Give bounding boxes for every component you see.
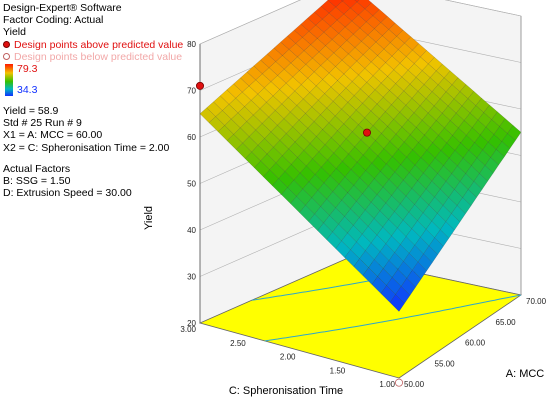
x-tick-label: 70.00 <box>526 297 547 306</box>
y-tick-label: 2.00 <box>280 353 296 362</box>
point-x1: X1 = A: MCC = 60.00 <box>3 129 103 142</box>
tick-labels: 20 30 40 50 60 70 80 50.00 55.00 60.00 65.00 70.00 1… <box>180 40 546 389</box>
point-x2: X2 = C: Spheronisation Time = 2.00 <box>3 141 170 154</box>
color-scale: 79.3 34.3 <box>5 62 203 96</box>
z-tick-label: 20 <box>187 319 196 328</box>
z-tick-label: 40 <box>187 226 196 235</box>
z-gridline <box>199 0 522 45</box>
x-tick-label: 50.00 <box>404 380 425 389</box>
z-tick-label: 30 <box>187 273 196 282</box>
design-point-3 <box>362 128 371 137</box>
x-tick-label: 65.00 <box>496 318 517 327</box>
z-tick-label: 50 <box>187 180 196 189</box>
legend-above: Design points above predicted value <box>3 39 203 51</box>
y-tick-label: 2.50 <box>230 339 246 348</box>
point-run: Std # 25 Run # 9 <box>3 117 82 130</box>
above-label: Design points above predicted value <box>14 38 184 51</box>
z-axis-title: Yield <box>143 206 155 230</box>
surface-cell <box>507 125 522 141</box>
y-tick-label: 1.50 <box>330 366 346 375</box>
design-point-4 <box>394 378 403 387</box>
software-name: Design-Expert® Software <box>3 2 122 14</box>
z-tick-label: 80 <box>187 40 196 49</box>
point-yield: Yield = 58.9 <box>3 104 59 117</box>
below-point-marker <box>3 53 10 61</box>
x-tick-label: 60.00 <box>465 339 486 348</box>
z-tick-label: 70 <box>187 87 196 96</box>
scale-max-label: 79.3 <box>17 62 38 75</box>
factor-coding: Factor Coding: Actual <box>3 14 104 27</box>
below-label: Design points below predicted value <box>14 50 183 63</box>
factor-ssg: B: SSG = 1.50 <box>3 174 71 187</box>
y-tick-label: 1.00 <box>379 380 395 389</box>
response-surface <box>199 0 522 312</box>
surface-cell <box>354 0 360 3</box>
surface-cell <box>341 0 344 2</box>
y-axis-title: C: Spheronisation Time <box>229 385 343 397</box>
factor-extrusion-speed: D: Extrusion Speed = 30.00 <box>3 187 132 200</box>
z-tick-label: 60 <box>187 133 196 142</box>
y-tick-label: 3.00 <box>180 325 196 334</box>
contour-line <box>264 294 522 342</box>
scale-min-label: 34.3 <box>17 83 38 96</box>
actual-factors-title: Actual Factors <box>3 162 71 175</box>
design-point-1 <box>195 81 204 90</box>
x-tick-label: 55.00 <box>435 359 456 368</box>
color-scale-bar <box>5 63 13 96</box>
above-point-marker <box>3 41 10 49</box>
legend: Design-Expert® Software Factor Coding: A… <box>3 2 203 199</box>
x-axis-title: A: MCC <box>506 368 545 380</box>
response-name: Yield <box>3 26 26 39</box>
legend-below: Design points below predicted value <box>3 51 203 63</box>
